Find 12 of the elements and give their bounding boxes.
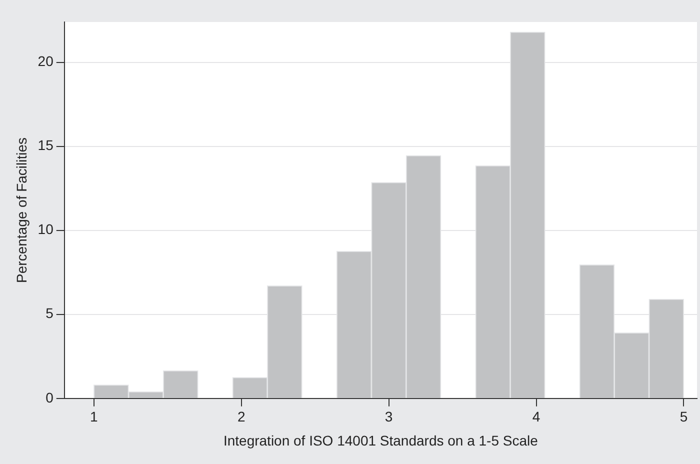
y-tick-label: 5 — [46, 305, 54, 322]
x-tick-label: 3 — [384, 408, 393, 425]
y-tick-label: 10 — [38, 221, 54, 238]
y-tick-label: 20 — [38, 53, 54, 70]
y-tick-label: 15 — [38, 137, 54, 154]
x-tick-label: 1 — [90, 408, 98, 425]
y-tick-label: 0 — [46, 389, 54, 406]
x-axis-title: Integration of ISO 14001 Standards on a 1-5 Scale — [223, 432, 538, 448]
x-tick-label: 5 — [680, 408, 688, 425]
x-tick-label: 4 — [532, 408, 540, 425]
y-axis-title: Percentage of Facilities — [13, 137, 30, 283]
x-tick-label: 2 — [237, 408, 246, 425]
